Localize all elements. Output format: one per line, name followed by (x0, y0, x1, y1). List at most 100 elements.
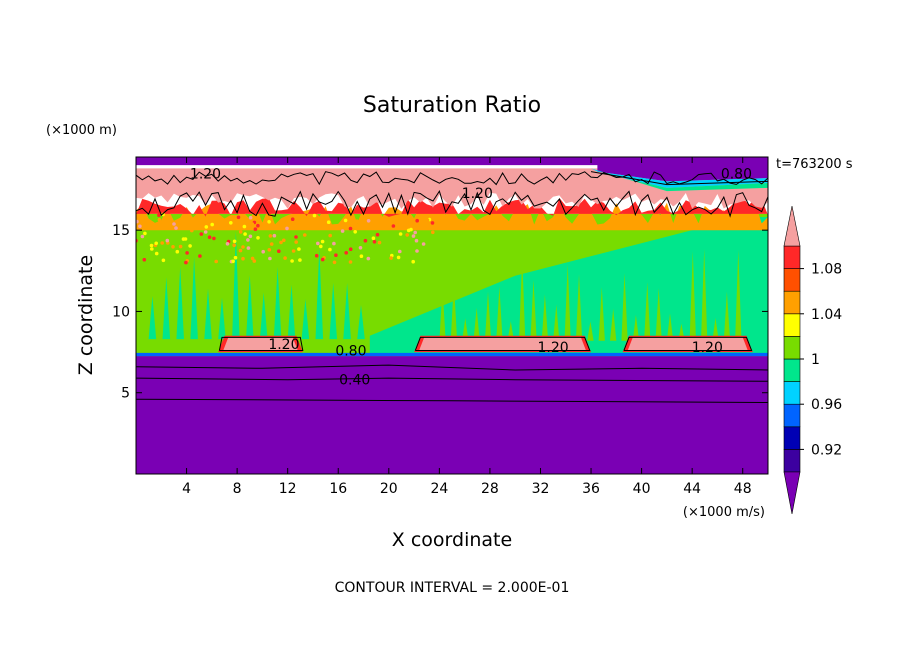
contour-line (136, 377, 768, 382)
field-speckle (190, 228, 194, 233)
field-speckle (320, 257, 325, 262)
field-speckle (269, 242, 274, 246)
colorbar-tick-label: 0.96 (811, 397, 842, 413)
y-tick-label: 15 (112, 223, 130, 239)
field-speckle (282, 238, 286, 243)
field-speckle (267, 220, 271, 224)
field-green-finger (541, 294, 549, 341)
plot-field (136, 157, 768, 474)
field-speckle (252, 259, 257, 263)
field-speckle (320, 239, 325, 244)
x-tick-label: 8 (233, 481, 242, 497)
field-speckle (171, 245, 175, 249)
field-speckle (268, 256, 272, 261)
field-speckle (154, 241, 158, 246)
field-speckle (207, 235, 212, 239)
field-speckle (363, 238, 368, 243)
field-speckle (316, 241, 320, 246)
field-speckle (241, 256, 245, 261)
chart-title: Saturation Ratio (363, 93, 541, 118)
field-green-finger (655, 288, 662, 341)
contour-interval-note: CONTOUR INTERVAL = 2.000E-01 (335, 580, 570, 596)
colorbar-bin (783, 358, 801, 382)
contour-label: 0.40 (339, 373, 370, 389)
field-speckle (425, 218, 430, 222)
x-tick-label: 12 (279, 481, 297, 497)
field-teal-wedge (369, 217, 768, 356)
field-speckle (290, 217, 295, 221)
field-teal-streak (329, 282, 337, 340)
y-unit-label: (×1000 m) (46, 123, 117, 138)
field-speckle (312, 213, 317, 218)
field-teal-streak (273, 267, 282, 340)
field-speckle (174, 226, 178, 230)
field-speckle (328, 233, 333, 238)
field-speckle (332, 260, 337, 265)
x-tick-label: 48 (734, 481, 752, 497)
field-speckle (175, 249, 180, 254)
colorbar-tick-label: 0.92 (811, 442, 842, 458)
field-speckle (431, 230, 435, 235)
field-speckle (396, 255, 401, 260)
field-speckle (348, 260, 353, 264)
contour-label: 1.20 (538, 340, 569, 356)
field-speckle (377, 240, 382, 245)
field-speckle (376, 215, 381, 220)
x-tick-label: 28 (481, 481, 499, 497)
field-speckle (165, 238, 170, 243)
field-green-finger (462, 318, 469, 341)
field-speckle (348, 226, 353, 231)
contour-lines (136, 171, 768, 403)
field-green-finger (587, 321, 594, 341)
field-speckle (256, 223, 260, 228)
colorbar-bin (783, 336, 801, 360)
field-speckle (294, 240, 299, 244)
field-speckle (294, 235, 298, 239)
field-speckle (238, 230, 243, 234)
field-speckle (242, 224, 247, 229)
field-speckle (298, 258, 302, 262)
field-speckle (372, 240, 377, 244)
field-speckle (248, 215, 253, 220)
field-lens-west (223, 337, 298, 351)
field-speckle (415, 249, 419, 253)
field-upper-right-teal (591, 168, 768, 192)
field-speckle (391, 224, 396, 228)
field-speckle (398, 232, 403, 236)
field-teal-streak (246, 275, 254, 340)
field-dry-lower (136, 356, 768, 474)
field-speckle (355, 219, 359, 223)
field-green-finger (644, 282, 651, 341)
field-speckle (161, 212, 165, 217)
field-speckle (238, 248, 243, 253)
field-green-finger (621, 273, 628, 341)
field-speckle (241, 245, 245, 249)
field-teal-streak (218, 297, 226, 340)
colorbar-over-triangle (783, 205, 801, 247)
field-speckle (421, 242, 426, 246)
field-speckle (326, 220, 331, 224)
contour-line (136, 398, 768, 403)
field-speckle (184, 260, 188, 265)
field-speckle (232, 243, 236, 247)
field-speckle (319, 244, 323, 249)
contour-label: 1.20 (268, 337, 299, 353)
field-green-finger (450, 282, 458, 341)
field-teal-streak (162, 277, 171, 340)
field-speckle (136, 219, 139, 224)
field-lens-east (627, 337, 748, 351)
y-tick-label: 10 (112, 304, 130, 320)
contour-line (623, 336, 753, 351)
x-tick-label: 32 (532, 481, 550, 497)
colorbar-tick-label: 1.08 (811, 262, 842, 278)
field-speckle (375, 232, 380, 237)
colorbar-bin (783, 290, 801, 315)
field-speckle (285, 226, 289, 231)
field-green-finger (723, 291, 731, 341)
x-axis-label: X coordinate (392, 529, 512, 551)
field-speckle (297, 247, 301, 251)
field-speckle (366, 256, 371, 261)
y-tick-label: 5 (121, 386, 130, 402)
field-speckle (229, 221, 233, 225)
field-green-finger (632, 314, 640, 341)
